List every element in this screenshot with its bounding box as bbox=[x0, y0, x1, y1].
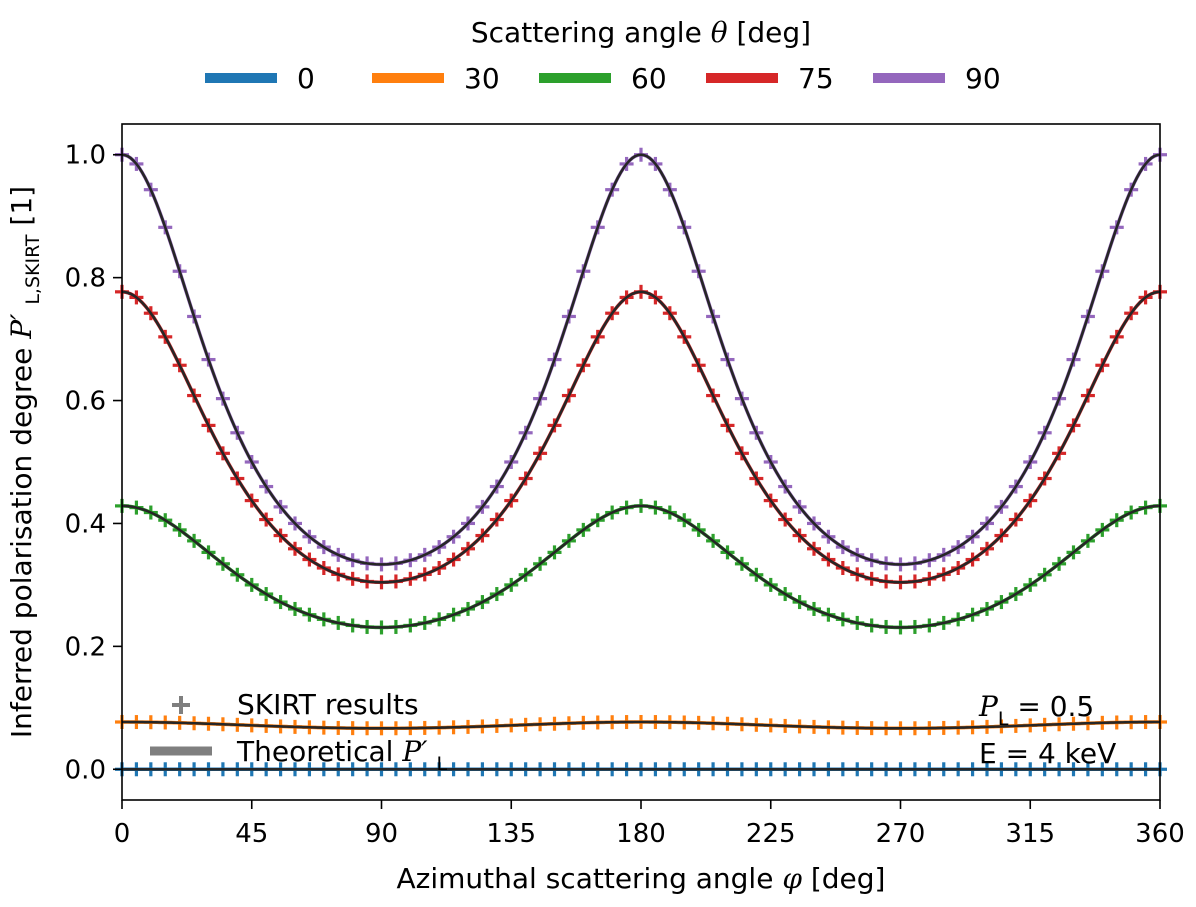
theory-curve-60 bbox=[121, 504, 1161, 629]
legend-line-text: Theoretical bbox=[236, 735, 393, 768]
x-tick-label: 45 bbox=[235, 819, 268, 849]
legend-title-unit: [deg] bbox=[736, 16, 811, 49]
theory-curve-75 bbox=[121, 290, 1161, 584]
legend-line-label: Theoretical P′ L bbox=[236, 735, 447, 775]
x-axis-label: Azimuthal scattering angle φ [deg] bbox=[397, 862, 886, 895]
legend-label-30: 30 bbox=[464, 62, 500, 95]
legend-title-symbol: θ bbox=[711, 16, 728, 49]
y-axis-label-sub: L,SKIRT bbox=[22, 234, 44, 305]
x-axis-label-symbol: φ bbox=[782, 862, 802, 895]
legend-markers-label: SKIRT results bbox=[237, 688, 419, 721]
y-tick-label: 0.6 bbox=[65, 387, 106, 417]
legend-entries: 0 30 60 75 90 bbox=[205, 62, 1001, 95]
y-axis-label-symbol: P′ bbox=[5, 313, 38, 340]
series-line-75 bbox=[121, 290, 1161, 585]
legend-line-symbol: P′ bbox=[401, 735, 428, 768]
annotation-pl: PL = 0.5 bbox=[978, 690, 1094, 730]
x-axis-label-text: Azimuthal scattering angle bbox=[397, 862, 774, 895]
x-tick-label: 270 bbox=[876, 819, 926, 849]
x-tick-label: 360 bbox=[1135, 819, 1185, 849]
x-tick-label: 0 bbox=[114, 819, 131, 849]
x-tick-label: 315 bbox=[1005, 819, 1055, 849]
bottom-left-legend: SKIRT results Theoretical P′ L bbox=[150, 688, 447, 775]
series-markers bbox=[115, 147, 1167, 777]
legend-label-90: 90 bbox=[965, 62, 1001, 95]
annotation-pl-value: 0.5 bbox=[1050, 690, 1095, 723]
y-tick-label: 1.0 bbox=[65, 141, 106, 171]
y-axis-label-unit: [1] bbox=[5, 186, 38, 226]
theory-curve-30 bbox=[122, 720, 1160, 730]
theory-curve-90 bbox=[121, 153, 1161, 566]
legend-label-60: 60 bbox=[631, 62, 667, 95]
x-tick-label: 180 bbox=[616, 819, 666, 849]
series-line-60 bbox=[121, 504, 1161, 630]
y-tick-label: 0.0 bbox=[65, 755, 106, 785]
legend-line-sub: L bbox=[436, 753, 447, 775]
x-axis-label-unit: [deg] bbox=[811, 862, 886, 895]
y-tick-label: 0.4 bbox=[65, 509, 106, 539]
y-tick-label: 0.8 bbox=[65, 264, 106, 294]
legend-label-0: 0 bbox=[297, 62, 315, 95]
legend-label-75: 75 bbox=[798, 62, 834, 95]
legend-title-text: Scattering angle bbox=[471, 16, 702, 49]
x-tick-label: 90 bbox=[365, 819, 398, 849]
y-axis-label: Inferred polarisation degree P′ L,SKIRT … bbox=[5, 186, 46, 738]
series-lines bbox=[121, 152, 1161, 772]
x-tick-label: 135 bbox=[486, 819, 536, 849]
x-tick-label: 225 bbox=[746, 819, 796, 849]
theory-curves bbox=[121, 153, 1161, 771]
y-tick-label: 0.2 bbox=[65, 632, 106, 662]
plot-area: 0 45 90 135 180 225 270 315 360 0.0 0.2 0.4 0.6 0.8 1… bbox=[65, 123, 1185, 849]
y-axis-ticks: 0.0 0.2 0.4 0.6 0.8 1.0 bbox=[65, 141, 122, 785]
annotation-energy: E = 4 keV bbox=[979, 737, 1116, 770]
x-axis-ticks: 0 45 90 135 180 225 270 315 360 bbox=[114, 800, 1185, 849]
y-axis-label-text: Inferred polarisation degree bbox=[5, 348, 38, 738]
legend-marker-sample bbox=[172, 696, 190, 714]
top-legend: Scattering angle θ [deg] 0 30 60 75 90 bbox=[205, 16, 1001, 95]
legend-title: Scattering angle θ [deg] bbox=[471, 16, 811, 49]
